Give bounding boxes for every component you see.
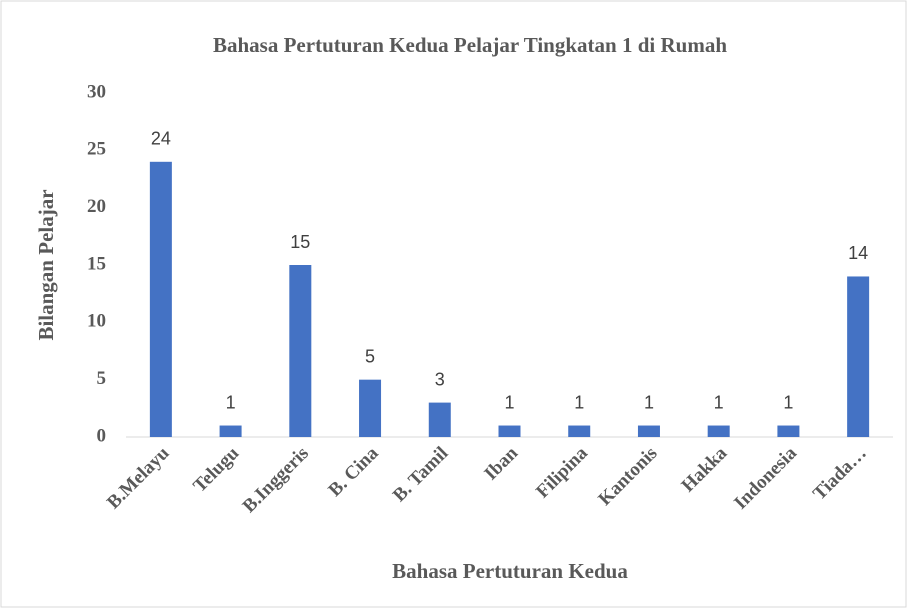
- y-axis-title: Bilangan Pelajar: [34, 189, 58, 340]
- data-label: 1: [783, 392, 793, 412]
- bar: [289, 265, 312, 437]
- y-tick-label: 25: [87, 139, 106, 160]
- bar: [428, 402, 451, 437]
- x-axis-title: Bahasa Pertuturan Kedua: [392, 559, 628, 583]
- bar: [847, 276, 870, 437]
- bar: [359, 379, 382, 437]
- data-label: 15: [290, 232, 310, 252]
- data-label: 1: [574, 392, 584, 412]
- y-tick-label: 5: [97, 368, 107, 389]
- data-label: 14: [848, 243, 868, 263]
- y-tick-label: 20: [87, 196, 106, 217]
- bar: [637, 425, 660, 437]
- y-tick-label: 30: [87, 81, 106, 102]
- bar: [568, 425, 591, 437]
- data-label: 24: [151, 129, 171, 149]
- y-tick-label: 15: [87, 253, 106, 274]
- data-label: 3: [435, 369, 445, 389]
- bar: [777, 425, 800, 437]
- data-label: 5: [365, 346, 375, 366]
- y-tick-label: 0: [97, 425, 107, 446]
- y-tick-label: 10: [87, 311, 106, 332]
- data-label: 1: [644, 392, 654, 412]
- bar: [149, 161, 172, 438]
- data-label: 1: [226, 392, 236, 412]
- data-label: 1: [714, 392, 724, 412]
- data-label: 1: [504, 392, 514, 412]
- bar: [498, 425, 521, 437]
- bar: [707, 425, 730, 437]
- chart-title: Bahasa Pertuturan Kedua Pelajar Tingkata…: [213, 33, 727, 57]
- bar: [219, 425, 242, 437]
